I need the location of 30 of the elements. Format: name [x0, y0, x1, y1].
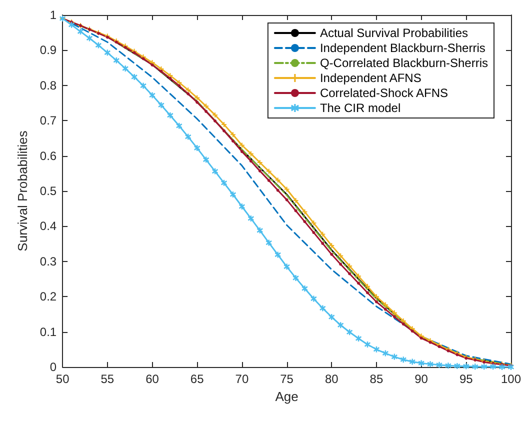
legend-label: Independent Blackburn-Sherris	[320, 41, 486, 55]
x-tick-label: 55	[100, 372, 114, 386]
x-tick-label: 60	[146, 372, 160, 386]
x-tick-label: 95	[459, 372, 474, 386]
x-tick-label: 50	[56, 372, 70, 386]
x-tick-label: 90	[414, 372, 428, 386]
y-tick-label: 0.1	[40, 324, 57, 339]
y-tick-label: 1	[50, 8, 57, 22]
x-tick-label: 70	[235, 372, 249, 386]
legend-label: Actual Survival Probabilities	[320, 26, 468, 40]
y-tick-label: 0	[50, 360, 57, 374]
y-axis-title: Survival Probabilities	[15, 130, 30, 252]
legend-label: Independent AFNS	[320, 71, 422, 85]
legend-label: Correlated-Shock AFNS	[320, 86, 448, 100]
y-tick-label: 0.7	[40, 114, 57, 128]
y-tick-label: 0.2	[40, 290, 57, 304]
x-tick-label: 85	[370, 372, 384, 386]
x-axis-title: Age	[275, 388, 298, 404]
y-tick-label: 0.4	[40, 219, 57, 234]
y-tick-label: 0.9	[40, 43, 57, 58]
y-tick-label: 0.8	[40, 78, 57, 92]
x-tick-label: 75	[280, 372, 294, 386]
y-tick-label: 0.5	[40, 184, 57, 198]
y-tick-label: 0.6	[40, 148, 57, 163]
x-tick-label: 100	[500, 372, 522, 386]
legend-label: Q-Correlated Blackburn-Sherris	[320, 56, 488, 70]
y-tick-label: 0.3	[40, 254, 57, 268]
x-tick-label: 80	[324, 372, 339, 386]
legend-label: The CIR model	[320, 101, 401, 115]
x-tick-label: 65	[190, 372, 204, 386]
